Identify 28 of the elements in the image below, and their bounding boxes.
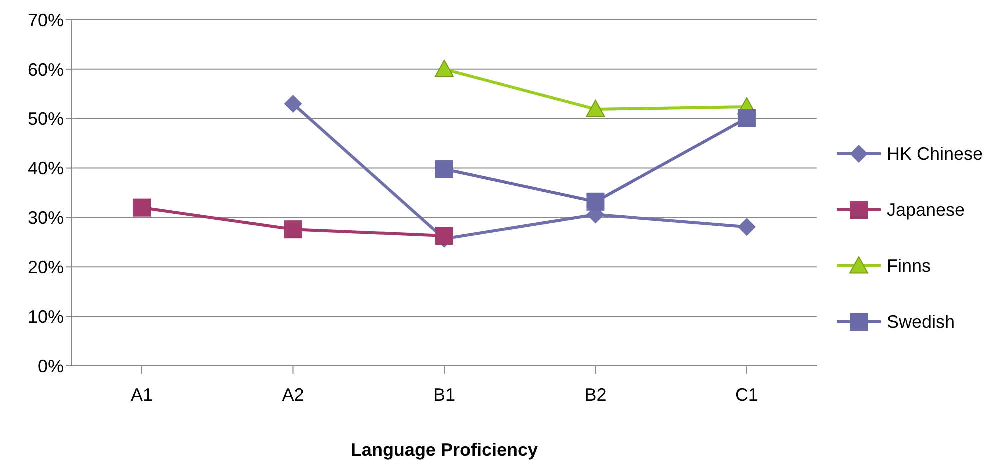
y-tick-label: 50% <box>28 109 64 130</box>
x-tick-label: A1 <box>130 384 154 405</box>
y-tick-label: 20% <box>28 258 64 278</box>
y-tick-label: 30% <box>28 208 64 228</box>
x-axis-title: Language Proficiency <box>350 440 538 460</box>
y-tick-label: 70% <box>28 10 64 30</box>
x-tick-label: C1 <box>735 384 758 405</box>
point <box>284 95 302 114</box>
y-tick-label: 60% <box>28 60 64 80</box>
point <box>435 227 454 246</box>
point <box>133 198 151 217</box>
x-tick-label: A2 <box>282 384 304 405</box>
point <box>586 100 606 118</box>
legend-label: Swedish <box>886 312 955 332</box>
y-tick-label: 10% <box>28 306 64 327</box>
legend-label: HK Chinese <box>886 144 983 164</box>
point <box>738 218 756 236</box>
legend-label: Japanese <box>886 200 966 220</box>
x-tick-label: B2 <box>584 384 607 405</box>
x-tick-label: B1 <box>433 384 456 405</box>
point <box>586 192 605 211</box>
point <box>434 60 454 78</box>
y-tick-label: 40% <box>28 158 64 179</box>
point <box>284 220 302 239</box>
point <box>435 160 454 178</box>
point <box>738 109 756 128</box>
y-tick-label: 0% <box>38 356 64 376</box>
legend-label: Finns <box>886 256 931 276</box>
